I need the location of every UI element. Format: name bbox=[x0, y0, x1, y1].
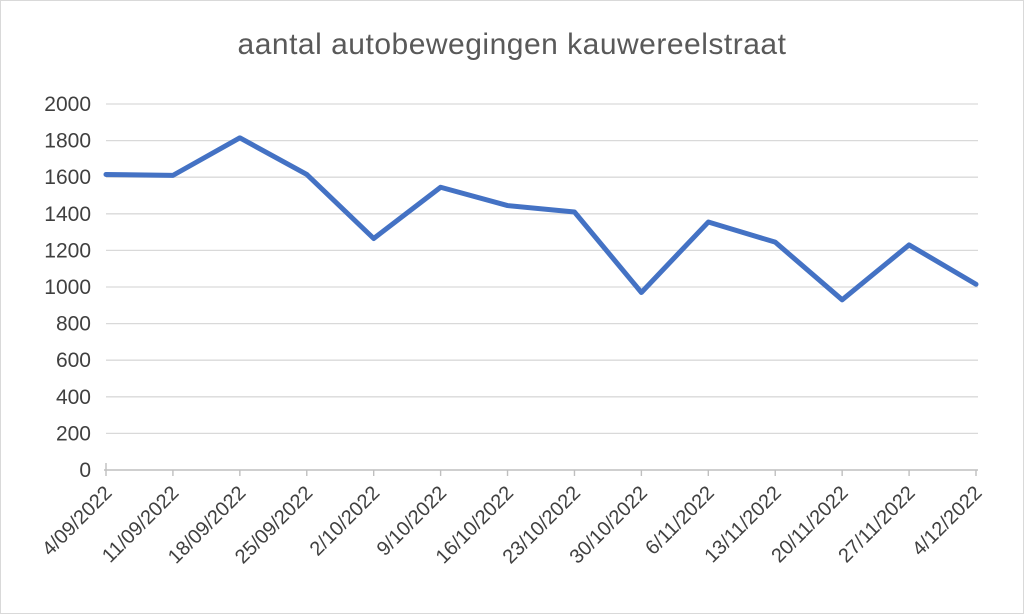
y-axis-tick-label: 400 bbox=[56, 386, 91, 409]
y-axis-labels: 0 200 400 600 800 1000 1200 1400 1600 1800 2000 bbox=[44, 93, 91, 482]
y-axis-tick-label: 1000 bbox=[44, 276, 91, 299]
y-axis-tick-label: 2000 bbox=[44, 93, 91, 116]
data-line bbox=[103, 135, 979, 303]
x-axis-tick-label: 4/12/2022 bbox=[908, 482, 986, 560]
x-axis-tick-label: 2/10/2022 bbox=[306, 482, 384, 560]
x-axis-labels: 4/09/202211/09/202218/09/202225/09/20222… bbox=[38, 482, 986, 568]
chart-title: aantal autobewegingen kauwereelstraat bbox=[237, 28, 787, 61]
y-axis-tick-label: 1800 bbox=[44, 130, 91, 153]
y-axis-tick-label: 1200 bbox=[44, 239, 91, 262]
y-axis-tick-label: 1400 bbox=[44, 203, 91, 226]
data-series bbox=[103, 135, 979, 303]
y-axis-tick-label: 600 bbox=[56, 349, 91, 372]
y-axis-tick-label: 200 bbox=[56, 422, 91, 445]
x-axis bbox=[104, 463, 978, 476]
y-axis-tick-label: 0 bbox=[79, 459, 91, 482]
gridlines bbox=[106, 103, 978, 435]
y-axis-tick-label: 800 bbox=[56, 313, 91, 336]
y-axis-tick-label: 1600 bbox=[44, 166, 91, 189]
